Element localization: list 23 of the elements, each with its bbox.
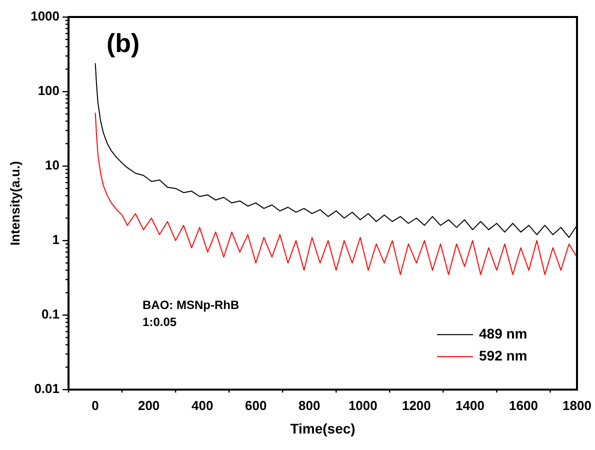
x-tick-label: 1000 [348, 398, 378, 413]
annotation: BAO: MSNp-RhB [142, 298, 240, 312]
y-tick-label: 0.01 [34, 381, 60, 396]
x-tick-label: 1800 [562, 398, 592, 413]
legend-label: 592 nm [479, 347, 528, 364]
y-tick-label: 10 [45, 158, 60, 173]
legend-label: 489 nm [479, 325, 528, 342]
x-tick-label: 1600 [509, 398, 538, 413]
y-axis-title: Intensity(a.u.) [7, 161, 22, 246]
x-tick-label: 200 [138, 398, 160, 413]
x-tick-label: 0 [92, 398, 99, 413]
y-tick-label: 1000 [30, 8, 60, 24]
y-tick-label: 1 [52, 232, 60, 248]
annotation: 1:0.05 [142, 315, 177, 329]
x-tick-label: 600 [245, 398, 267, 413]
y-tick-label: 100 [38, 83, 60, 98]
x-axis-title: Time(sec) [290, 420, 356, 436]
x-tick-label: 1400 [455, 398, 484, 413]
annotation: (b) [106, 28, 140, 58]
y-tick-label: 0.1 [41, 306, 60, 322]
x-tick-label: 1200 [402, 398, 431, 413]
x-tick-label: 400 [191, 398, 214, 413]
x-tick-label: 800 [298, 398, 320, 413]
